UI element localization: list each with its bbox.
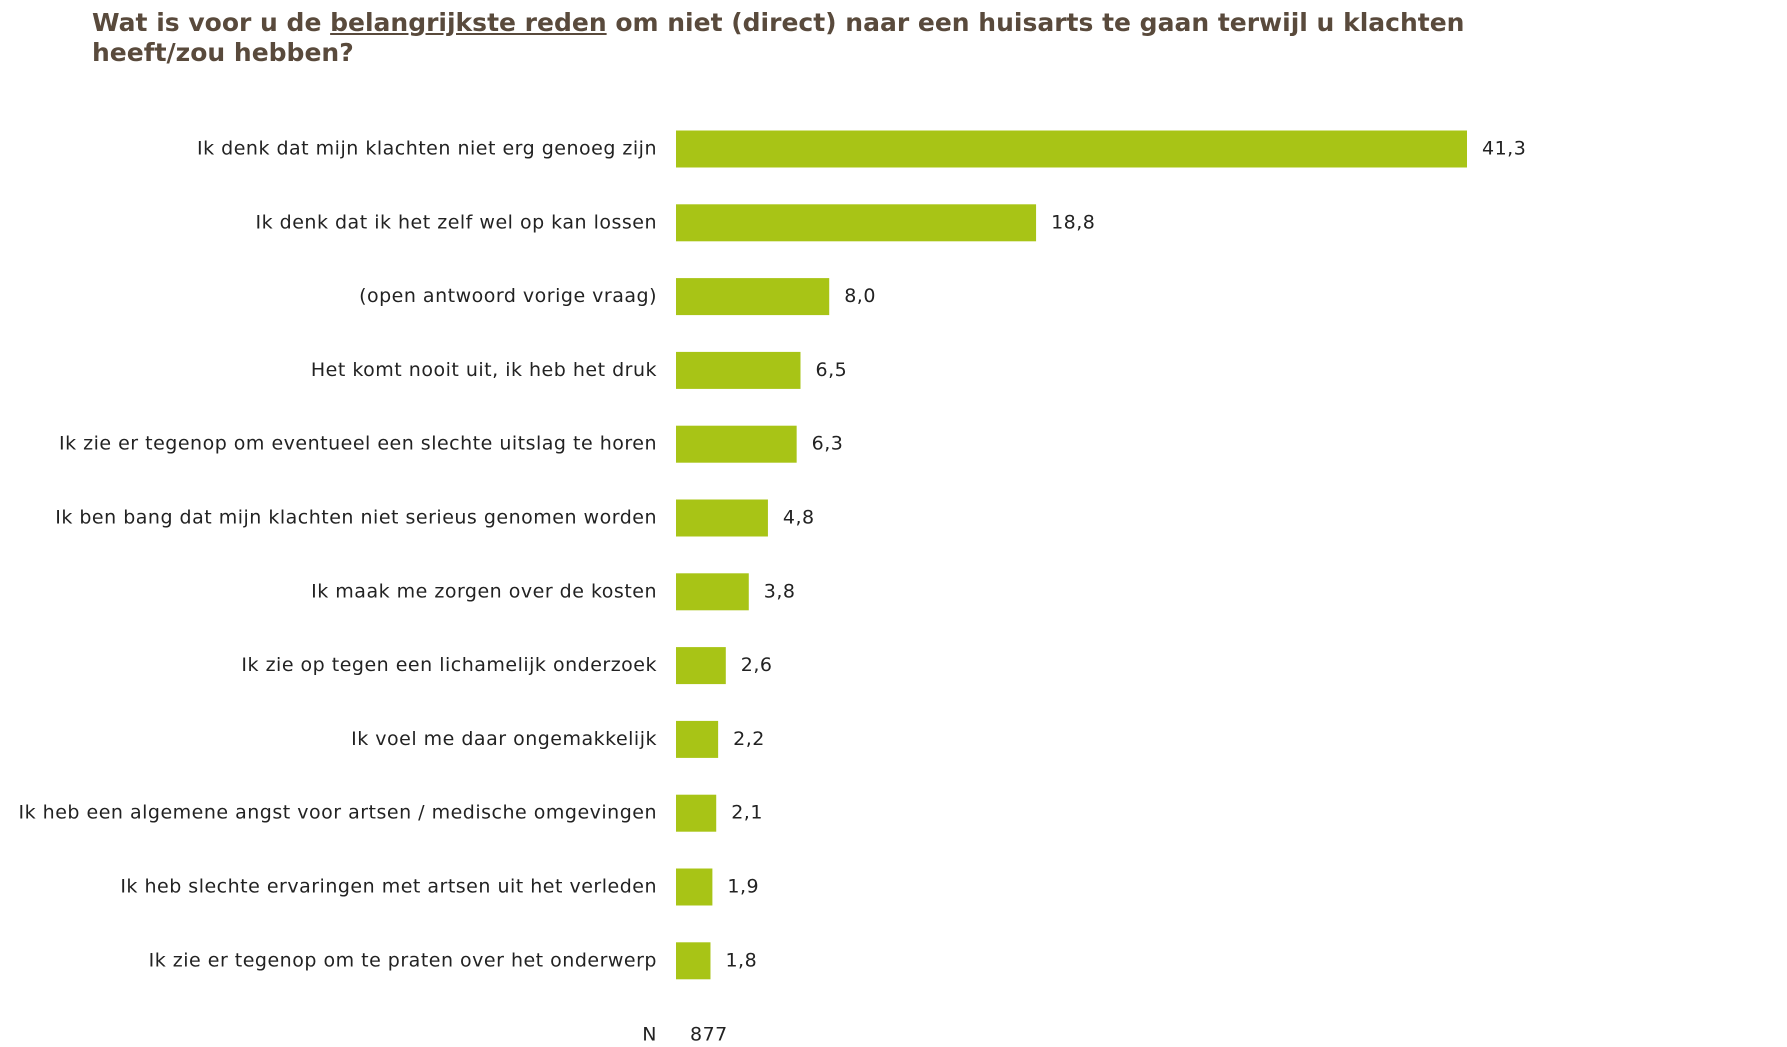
category-label: Ik heb slechte ervaringen met artsen uit…: [120, 876, 657, 898]
value-label: 1,9: [727, 876, 759, 898]
value-label: 2,1: [731, 802, 763, 824]
bar: [676, 942, 711, 980]
value-label: 6,5: [815, 359, 847, 381]
bar: [676, 425, 797, 463]
bar: [676, 647, 726, 685]
bar: [676, 794, 717, 832]
value-label: 18,8: [1051, 211, 1095, 233]
bar: [676, 204, 1037, 242]
category-label: (open antwoord vorige vraag): [359, 285, 657, 307]
category-label: Ik voel me daar ongemakkelijk: [351, 728, 657, 750]
bar: [676, 573, 749, 611]
category-label: Ik denk dat ik het zelf wel op kan losse…: [256, 211, 657, 233]
category-label: Ik denk dat mijn klachten niet erg genoe…: [197, 138, 657, 160]
value-label: 3,8: [764, 580, 796, 602]
n-value: 877: [690, 1024, 728, 1046]
value-label: 6,3: [812, 433, 844, 455]
value-label: 2,2: [733, 728, 765, 750]
bar: [676, 720, 719, 758]
bar: [676, 351, 801, 389]
category-label: Ik maak me zorgen over de kosten: [311, 580, 657, 602]
value-label: 8,0: [844, 285, 876, 307]
chart-title: Wat is voor u de belangrijkste reden om …: [92, 8, 1572, 68]
value-label: 4,8: [783, 507, 815, 529]
title-part: om niet (direct) naar een huisarts te ga…: [92, 8, 1465, 67]
category-label: Ik zie op tegen een lichamelijk onderzoe…: [241, 654, 657, 676]
value-label: 1,8: [725, 949, 757, 971]
value-label: 41,3: [1482, 138, 1526, 160]
category-label: Ik zie er tegenop om eventueel een slech…: [59, 433, 657, 455]
bar: [676, 499, 768, 537]
bar: [676, 278, 830, 316]
title-part: Wat is voor u de: [92, 8, 331, 37]
category-label: Het komt nooit uit, ik heb het druk: [311, 359, 657, 381]
category-label: Ik ben bang dat mijn klachten niet serie…: [55, 507, 657, 529]
bar: [676, 130, 1467, 168]
value-label: 2,6: [741, 654, 773, 676]
bar: [676, 868, 713, 906]
category-label: Ik heb een algemene angst voor artsen / …: [19, 802, 657, 824]
category-label: Ik zie er tegenop om te praten over het …: [149, 949, 657, 971]
n-label: N: [642, 1024, 657, 1046]
title-part: belangrijkste reden: [330, 8, 607, 37]
